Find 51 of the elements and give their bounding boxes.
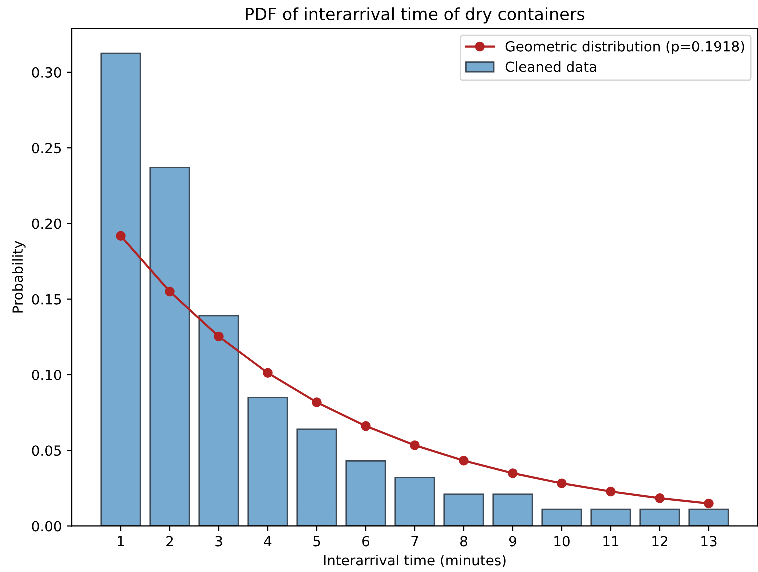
x-tick-label: 10 xyxy=(554,536,570,547)
point xyxy=(116,231,126,241)
x-tick-label: 13 xyxy=(702,536,717,547)
point xyxy=(704,498,714,509)
bar xyxy=(150,167,190,526)
x-tick-label: 9 xyxy=(509,536,516,547)
x-tick-label: 1 xyxy=(118,536,124,547)
y-tick-label: 0.25 xyxy=(32,143,62,154)
point xyxy=(165,286,175,297)
bar xyxy=(394,477,436,526)
bar xyxy=(542,508,582,526)
y-tick-label: 0.30 xyxy=(32,67,62,78)
legend-label: Cleaned data xyxy=(506,61,596,72)
x-axis-title: Interarrival time (minutes) xyxy=(324,554,506,568)
bar xyxy=(688,508,730,526)
y-tick-label: 0.00 xyxy=(32,521,62,532)
x-tick-label: 7 xyxy=(412,536,418,547)
bar xyxy=(346,460,386,526)
x-tick-label: 12 xyxy=(652,536,668,547)
point xyxy=(508,468,518,478)
point xyxy=(361,421,371,432)
point xyxy=(459,456,469,466)
point xyxy=(263,368,273,378)
y-axis-title: Probability xyxy=(12,241,26,313)
bar xyxy=(100,52,142,526)
bar xyxy=(198,315,240,526)
point xyxy=(655,494,665,504)
point xyxy=(214,332,224,342)
y-tick-label: 0.15 xyxy=(32,294,62,305)
x-tick-label: 5 xyxy=(314,536,320,547)
y-tick-label: 0.10 xyxy=(32,370,62,380)
y-tick-label: 0.05 xyxy=(32,446,62,456)
x-tick-label: 11 xyxy=(604,536,619,547)
x-tick-label: 3 xyxy=(216,536,222,547)
bar xyxy=(492,494,534,526)
bar xyxy=(444,494,484,526)
point xyxy=(557,478,567,488)
chart-title: PDF of interarrival time of dry containers xyxy=(246,8,585,24)
y-tick-label: 0.20 xyxy=(32,218,62,230)
bar xyxy=(640,508,680,526)
x-tick-label: 8 xyxy=(460,536,468,547)
x-tick-label: 4 xyxy=(264,536,272,547)
point xyxy=(312,398,322,408)
legend-label: Geometric distribution (p=0.1918) xyxy=(506,41,744,55)
point xyxy=(410,440,420,450)
x-tick-label: 6 xyxy=(362,536,370,547)
point xyxy=(606,486,616,497)
bar xyxy=(248,396,288,526)
x-tick-label: 2 xyxy=(166,536,174,547)
bar xyxy=(590,508,632,526)
bar xyxy=(296,428,338,526)
